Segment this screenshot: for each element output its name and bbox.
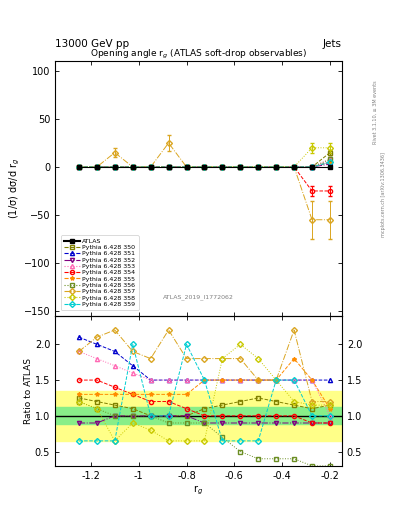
Text: Rivet 3.1.10, ≥ 3M events: Rivet 3.1.10, ≥ 3M events (373, 81, 378, 144)
Text: ATLAS_2019_I1772062: ATLAS_2019_I1772062 (163, 295, 234, 301)
Title: Opening angle r$_g$ (ATLAS soft-drop observables): Opening angle r$_g$ (ATLAS soft-drop obs… (90, 48, 307, 61)
Text: 13000 GeV pp: 13000 GeV pp (55, 38, 129, 49)
Legend: ATLAS, Pythia 6.428 350, Pythia 6.428 351, Pythia 6.428 352, Pythia 6.428 353, P: ATLAS, Pythia 6.428 350, Pythia 6.428 35… (61, 236, 138, 310)
X-axis label: r$_g$: r$_g$ (193, 483, 204, 497)
Bar (55, 391, 342, 441)
Text: mcplots.cern.ch [arXiv:1306.3436]: mcplots.cern.ch [arXiv:1306.3436] (381, 152, 386, 237)
Text: Jets: Jets (323, 38, 342, 49)
Y-axis label: (1/σ) dσ/d r$_g$: (1/σ) dσ/d r$_g$ (8, 158, 22, 219)
Bar (55, 407, 342, 424)
Y-axis label: Ratio to ATLAS: Ratio to ATLAS (24, 358, 33, 424)
